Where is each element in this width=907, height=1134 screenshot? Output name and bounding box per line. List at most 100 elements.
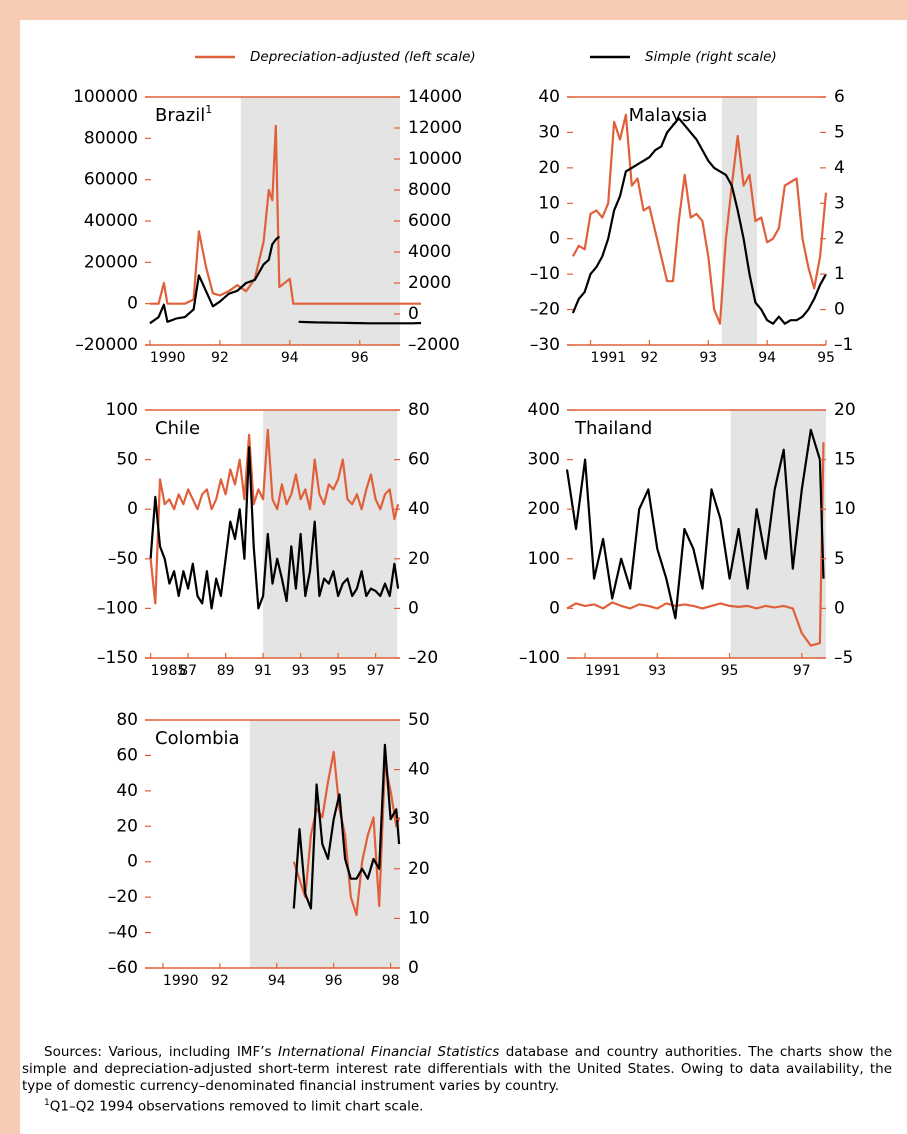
y-tick-label: 20 <box>116 816 138 836</box>
series-line <box>292 743 401 910</box>
panel-title-note: 1 <box>205 103 212 116</box>
y2-tick-label: 6 <box>834 87 845 107</box>
y2-tick-label: 0 <box>408 304 419 324</box>
y-tick-label: –30 <box>530 335 560 355</box>
x-tick-label: 95 <box>329 663 347 679</box>
y-tick-label: 300 <box>528 450 560 470</box>
y2-tick-label: 20 <box>408 859 430 879</box>
footnote-text: Q1–Q2 1994 observations removed to limit… <box>49 1098 424 1115</box>
panel-title: Malaysia <box>629 105 708 126</box>
y2-tick-label: 4000 <box>408 242 451 262</box>
series-line <box>149 446 400 610</box>
y2-tick-label: 0 <box>408 598 419 618</box>
y-tick-label: 30 <box>538 122 560 142</box>
y2-tick-label: –1 <box>834 335 853 355</box>
x-tick-label: 92 <box>640 350 658 366</box>
footnote: 1Q1–Q2 1994 observations removed to limi… <box>22 1095 892 1116</box>
y-tick-label: 80 <box>116 710 138 730</box>
x-tick-label: 89 <box>217 663 235 679</box>
x-tick-label: 93 <box>648 663 666 679</box>
x-tick-label: 98 <box>382 973 400 989</box>
y-tick-label: 50 <box>116 450 138 470</box>
series-line <box>565 428 825 620</box>
y-tick-label: 0 <box>127 294 138 314</box>
y2-tick-label: 40 <box>408 760 430 780</box>
y2-tick-label: 60 <box>408 450 430 470</box>
panel-title: Colombia <box>155 728 240 749</box>
x-tick-label: 93 <box>699 350 717 366</box>
series-line <box>149 428 400 605</box>
x-tick-label: 93 <box>292 663 310 679</box>
shaded-period <box>730 410 826 658</box>
y-tick-label: –50 <box>108 549 138 569</box>
y2-tick-label: 1 <box>834 264 845 284</box>
y-tick-label: 100 <box>528 549 560 569</box>
y-tick-label: 40 <box>538 87 560 107</box>
panel-title-text: Malaysia <box>629 105 708 126</box>
y2-tick-label: 6000 <box>408 211 451 231</box>
y2-tick-label: 40 <box>408 499 430 519</box>
footnote-mark: 1 <box>44 1098 50 1108</box>
x-tick-label: 94 <box>268 973 286 989</box>
sources: Sources: Various, including IMF’s Intern… <box>22 1044 892 1095</box>
y-tick-label: 0 <box>127 852 138 872</box>
y2-tick-label: 50 <box>408 710 430 730</box>
y-tick-label: –60 <box>108 958 138 978</box>
x-tick-label: 96 <box>325 973 343 989</box>
y-tick-label: –100 <box>519 648 560 668</box>
y2-tick-label: 15 <box>834 450 856 470</box>
x-tick-label: 87 <box>179 663 197 679</box>
x-tick-label: 1985 <box>151 663 187 679</box>
y2-tick-label: 3 <box>834 193 845 213</box>
sources-italic: International Financial Statistics <box>278 1044 500 1060</box>
y-tick-label: 100000 <box>73 87 138 107</box>
y-tick-label: 0 <box>549 598 560 618</box>
y-tick-label: 40000 <box>84 211 138 231</box>
y-tick-label: 40 <box>116 781 138 801</box>
y-tick-label: 100 <box>106 400 138 420</box>
y2-tick-label: –20 <box>408 648 438 668</box>
panel-title: Thailand <box>574 418 652 439</box>
panel-title: Brazil1 <box>155 103 212 126</box>
x-tick-label: 96 <box>351 350 369 366</box>
y-tick-label: –20 <box>108 887 138 907</box>
y-tick-label: 80000 <box>84 128 138 148</box>
x-tick-label: 1991 <box>591 350 627 366</box>
y-tick-label: 20 <box>538 158 560 178</box>
y2-tick-label: 2000 <box>408 273 451 293</box>
series-line <box>571 113 828 325</box>
panel-title-text: Brazil <box>155 105 205 126</box>
panel-title-text: Colombia <box>155 728 240 749</box>
y2-tick-label: 10 <box>834 499 856 519</box>
x-tick-label: 1990 <box>163 973 199 989</box>
y2-tick-label: 20 <box>834 400 856 420</box>
y-tick-label: 400 <box>528 400 560 420</box>
x-tick-label: 92 <box>211 973 229 989</box>
x-tick-label: 94 <box>281 350 299 366</box>
series-line <box>149 235 422 325</box>
y2-tick-label: 30 <box>408 809 430 829</box>
y2-tick-label: 0 <box>834 300 845 320</box>
y2-tick-label: 12000 <box>408 118 462 138</box>
y2-tick-label: 20 <box>408 549 430 569</box>
y-tick-label: 0 <box>549 229 560 249</box>
x-tick-label: 1990 <box>150 350 186 366</box>
notes: Sources: Various, including IMF’s Intern… <box>22 1044 892 1116</box>
y2-tick-label: 10 <box>408 908 430 928</box>
sources-text: database and country authorities. The ch… <box>22 1044 892 1094</box>
y-tick-label: –20 <box>530 300 560 320</box>
x-tick-label: 97 <box>793 663 811 679</box>
legend-label: Depreciation-adjusted (left scale) <box>250 49 476 65</box>
shaded-period <box>263 410 398 658</box>
y-tick-label: –10 <box>530 264 560 284</box>
legend-label: Simple (right scale) <box>645 49 777 65</box>
y2-tick-label: 10000 <box>408 149 462 169</box>
y-tick-label: 60000 <box>84 170 138 190</box>
y2-tick-label: 0 <box>408 958 419 978</box>
y2-tick-label: 4 <box>834 158 845 178</box>
x-tick-label: 95 <box>721 663 739 679</box>
y-tick-label: –100 <box>97 598 138 618</box>
chart: Depreciation-adjusted (left scale) Simple… <box>73 49 856 989</box>
y-tick-label: 20000 <box>84 252 138 272</box>
y2-tick-label: 14000 <box>408 87 462 107</box>
